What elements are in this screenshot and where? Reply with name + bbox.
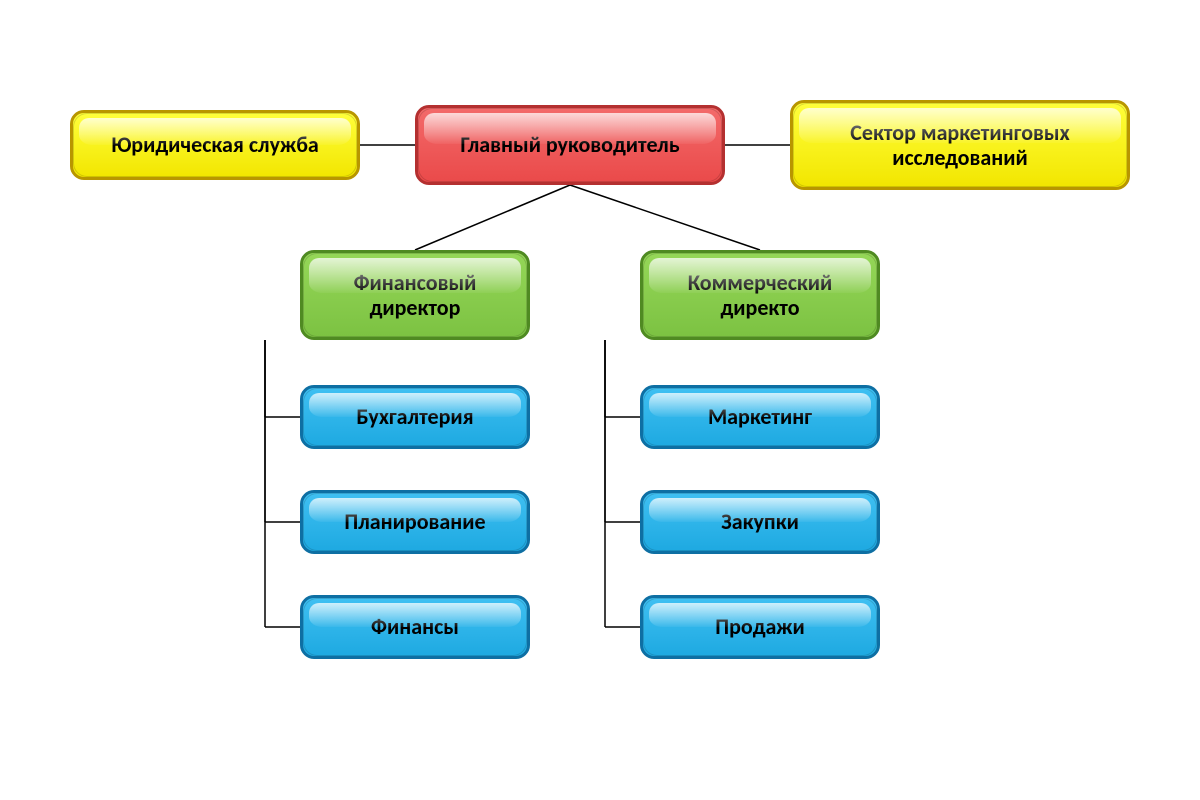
- node-marketing-research: Сектор маркетинговых исследований: [790, 100, 1130, 190]
- node-label: Сектор маркетинговых исследований: [803, 120, 1117, 171]
- node-commercial-director: Коммерческий директо: [640, 250, 880, 340]
- node-legal: Юридическая служба: [70, 110, 360, 180]
- node-sales: Продажи: [640, 595, 880, 659]
- node-finance: Финансы: [300, 595, 530, 659]
- node-label: Коммерческий директо: [653, 270, 867, 321]
- org-chart: { "chart": { "type": "org-chart", "canva…: [0, 0, 1200, 800]
- node-label: Бухгалтерия: [313, 404, 517, 429]
- node-label: Закупки: [653, 509, 867, 534]
- node-label: Главный руководитель: [428, 132, 712, 157]
- node-label: Продажи: [653, 614, 867, 639]
- node-procurement: Закупки: [640, 490, 880, 554]
- node-financial-director: Финансовый директор: [300, 250, 530, 340]
- node-planning: Планирование: [300, 490, 530, 554]
- node-marketing: Маркетинг: [640, 385, 880, 449]
- node-chief: Главный руководитель: [415, 105, 725, 185]
- node-label: Маркетинг: [653, 404, 867, 429]
- node-accounting: Бухгалтерия: [300, 385, 530, 449]
- node-label: Финансовый директор: [313, 270, 517, 321]
- node-label: Юридическая служба: [83, 132, 347, 157]
- node-label: Планирование: [313, 509, 517, 534]
- node-label: Финансы: [313, 614, 517, 639]
